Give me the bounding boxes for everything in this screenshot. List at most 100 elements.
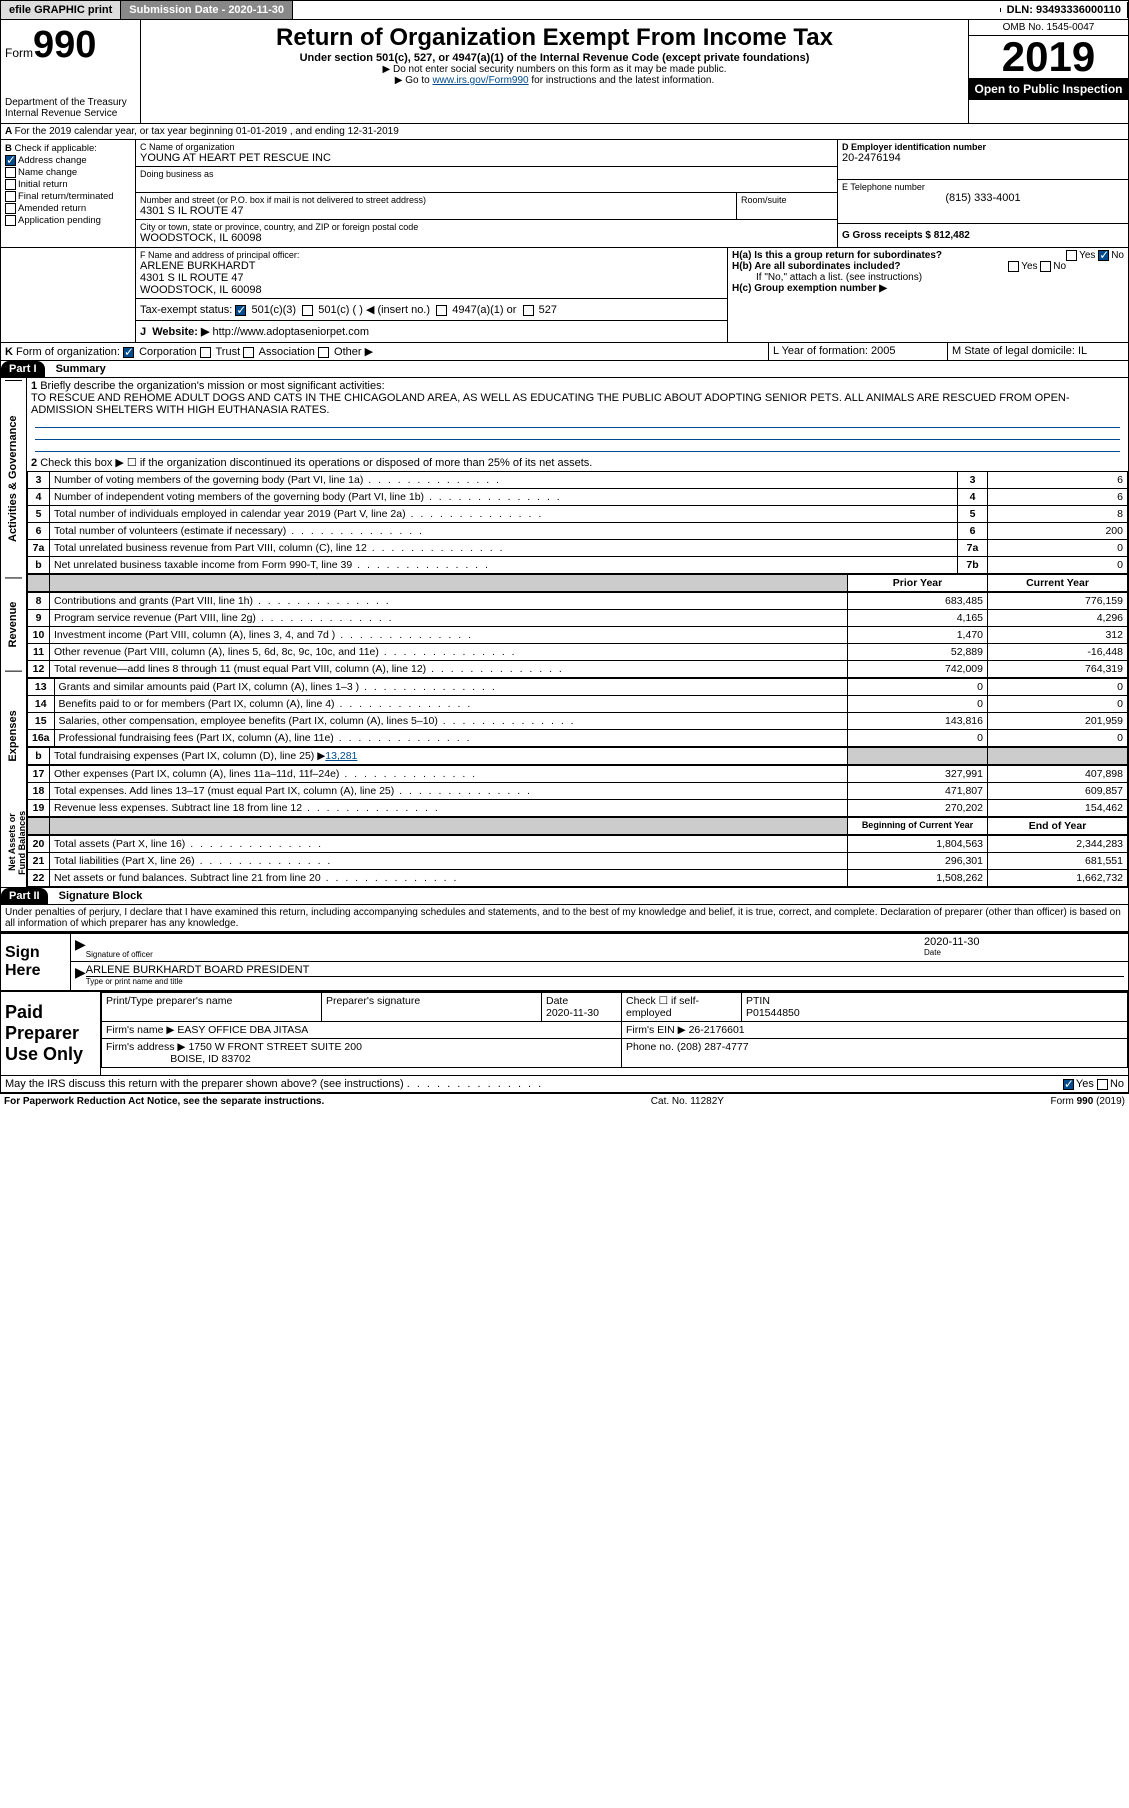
form-header: Form990 Department of the Treasury Inter… — [0, 20, 1129, 124]
current-year-hdr: Current Year — [988, 575, 1128, 592]
opt-527: 527 — [539, 304, 557, 316]
opt-501c3: 501(c)(3) — [251, 304, 296, 316]
line16b-table: b Total fundraising expenses (Part IX, c… — [27, 747, 1128, 765]
opt-corp: Corporation — [139, 346, 196, 358]
officer-addr2: WOODSTOCK, IL 60098 — [140, 284, 723, 296]
preparer-block: Paid Preparer Use Only Print/Type prepar… — [0, 991, 1129, 1076]
v16b: 13,281 — [325, 750, 357, 762]
cb-pending[interactable] — [5, 215, 16, 226]
name-address-block: C Name of organization YOUNG AT HEART PE… — [136, 140, 838, 247]
firm-phone-label: Phone no. — [626, 1041, 674, 1053]
cb-527[interactable] — [523, 305, 534, 316]
firm-ein: 26-2176601 — [689, 1024, 745, 1036]
top-bar: efile GRAPHIC print Submission Date - 20… — [0, 0, 1129, 20]
sign-here-block: Sign Here ▶ Signature of officer 2020-11… — [0, 932, 1129, 991]
discuss-text: May the IRS discuss this return with the… — [5, 1078, 404, 1090]
form-number: Form990 — [5, 24, 136, 67]
n16b: b — [28, 748, 50, 765]
prior-year-hdr: Prior Year — [848, 575, 988, 592]
opt-name: Name change — [18, 167, 77, 178]
formorg-label: Form of organization: — [16, 346, 120, 358]
hb-note: If "No," attach a list. (see instruction… — [732, 272, 1124, 283]
check-applicable: B Check if applicable: Address change Na… — [1, 140, 136, 247]
cb-corp[interactable] — [123, 347, 134, 358]
ha-label: H(a) Is this a group return for subordin… — [732, 250, 942, 261]
ein-phone-block: D Employer identification number 20-2476… — [838, 140, 1128, 247]
opt-4947: 4947(a)(1) or — [452, 304, 516, 316]
balance-table: 20Total assets (Part X, line 16)1,804,56… — [27, 835, 1128, 887]
cb-assoc[interactable] — [243, 347, 254, 358]
cb-other[interactable] — [318, 347, 329, 358]
cb-501c[interactable] — [302, 305, 313, 316]
expense-table2: 17Other expenses (Part IX, column (A), l… — [27, 765, 1128, 817]
expense-table: 13Grants and similar amounts paid (Part … — [27, 678, 1128, 747]
group-return-block: H(a) Is this a group return for subordin… — [728, 248, 1128, 342]
firm-phone: (208) 287-4777 — [677, 1041, 749, 1053]
firm-addr2: BOISE, ID 83702 — [170, 1053, 251, 1065]
mission-block: 1 Briefly describe the organization's mi… — [27, 378, 1128, 454]
cb-final[interactable] — [5, 191, 16, 202]
spacer-col — [1, 248, 136, 342]
discuss-row: May the IRS discuss this return with the… — [0, 1076, 1129, 1093]
side-rev: Revenue — [5, 577, 22, 671]
state-domicile: M State of legal domicile: IL — [948, 343, 1128, 360]
period-a: A For the 2019 calendar year, or tax yea… — [0, 124, 1129, 140]
irs-link[interactable]: www.irs.gov/Form990 — [432, 75, 528, 86]
cb-amended[interactable] — [5, 203, 16, 214]
ha-yes[interactable] — [1066, 250, 1077, 261]
line2: 2 Check this box ▶ ☐ if the organization… — [27, 454, 1128, 471]
dept-treasury: Department of the Treasury Internal Reve… — [5, 97, 136, 119]
preparer-table: Print/Type preparer's name Preparer's si… — [101, 992, 1128, 1068]
tax-status-label: Tax-exempt status: — [140, 304, 232, 316]
prep-col0: Print/Type preparer's name — [102, 993, 322, 1022]
cb-4947[interactable] — [436, 305, 447, 316]
note-ssn: ▶ Do not enter social security numbers o… — [145, 64, 964, 75]
submission-date: Submission Date - 2020-11-30 — [121, 1, 293, 19]
sig-field[interactable] — [86, 936, 924, 950]
cb-trust[interactable] — [200, 347, 211, 358]
phone-label: E Telephone number — [842, 182, 1124, 192]
efile-btn[interactable]: efile GRAPHIC print — [1, 1, 121, 19]
cb-address-change[interactable] — [5, 155, 16, 166]
discuss-yes[interactable] — [1063, 1079, 1074, 1090]
goto-suffix: for instructions and the latest informat… — [529, 75, 715, 86]
page-footer: For Paperwork Reduction Act Notice, see … — [0, 1093, 1129, 1109]
begin-hdr: Beginning of Current Year — [848, 818, 988, 835]
form-org-row: K Form of organization: Corporation Trus… — [0, 343, 1129, 361]
cb-initial[interactable] — [5, 179, 16, 190]
sig-name-label: Type or print name and title — [86, 976, 1124, 986]
sig-name: ARLENE BURKHARDT BOARD PRESIDENT — [86, 964, 1124, 976]
gov-table: 3Number of voting members of the governi… — [27, 471, 1128, 574]
cb-name-change[interactable] — [5, 167, 16, 178]
org-city: WOODSTOCK, IL 60098 — [140, 232, 833, 244]
sig-date: 2020-11-30 — [924, 936, 1124, 948]
hb-no[interactable] — [1040, 261, 1051, 272]
discuss-no[interactable] — [1097, 1079, 1108, 1090]
part1-badge: Part I — [1, 361, 45, 377]
cb-501c3[interactable] — [235, 305, 246, 316]
org-name-label: C Name of organization — [140, 142, 833, 152]
mission-q: Briefly describe the organization's miss… — [40, 380, 384, 392]
pycy-header: Prior YearCurrent Year — [27, 574, 1128, 592]
ha-no[interactable] — [1098, 250, 1109, 261]
dln: DLN: 93493336000110 — [1001, 2, 1128, 18]
prep-date: 2020-11-30 — [546, 1007, 599, 1019]
addr-label: Number and street (or P.O. box if mail i… — [140, 195, 732, 205]
blank-line3 — [35, 440, 1120, 452]
ein-label: D Employer identification number — [842, 142, 1124, 152]
website-label: Website: ▶ — [152, 326, 209, 338]
opt-other: Other ▶ — [334, 346, 373, 358]
ein-value: 20-2476194 — [842, 152, 1124, 164]
prep-col4: PTIN — [746, 995, 770, 1007]
yes-txt: Yes — [1079, 250, 1095, 261]
opt-final: Final return/terminated — [18, 191, 114, 202]
revenue-table: 8Contributions and grants (Part VIII, li… — [27, 592, 1128, 678]
hb-yes[interactable] — [1008, 261, 1019, 272]
prep-check: Check ☐ if self-employed — [622, 993, 742, 1022]
year-formation: L Year of formation: 2005 — [768, 343, 948, 360]
period-text: For the 2019 calendar year, or tax year … — [15, 126, 399, 137]
bal-header: Beginning of Current YearEnd of Year — [27, 817, 1128, 835]
form-title: Return of Organization Exempt From Incom… — [145, 24, 964, 52]
check-label: Check if applicable: — [15, 143, 97, 154]
side-gov: Activities & Governance — [5, 380, 22, 577]
